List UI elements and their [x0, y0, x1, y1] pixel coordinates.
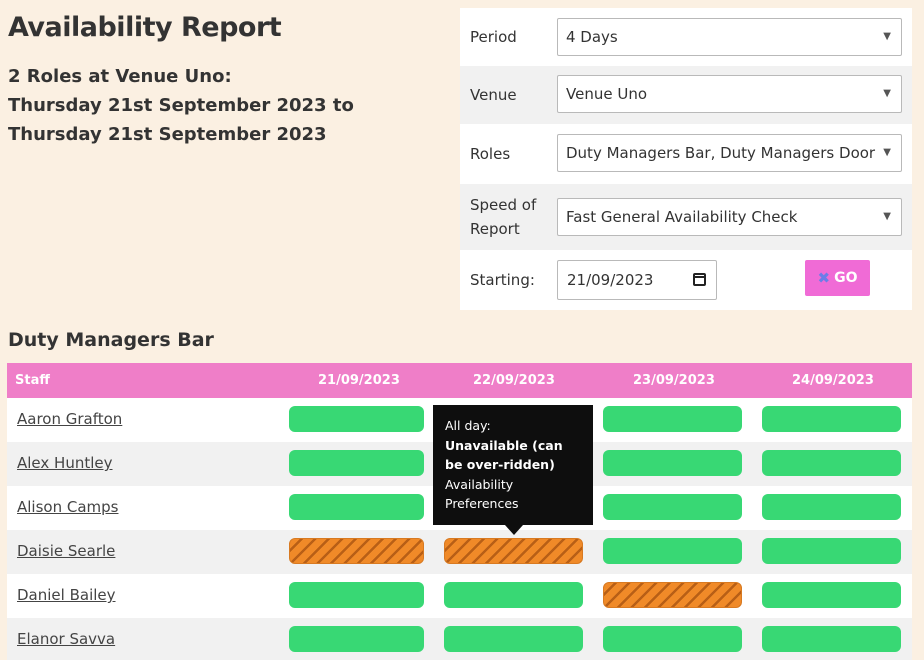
roles-select[interactable]: Duty Managers Bar, Duty Managers Door ▼ — [557, 134, 902, 172]
section-title: Duty Managers Bar — [8, 329, 214, 351]
go-label: GO — [834, 270, 858, 286]
staff-name-link[interactable]: Daniel Bailey — [17, 586, 116, 604]
venue-value: Venue Uno — [566, 85, 647, 103]
venue-label: Venue — [470, 86, 517, 104]
chevron-down-icon: ▼ — [883, 211, 891, 222]
available-cell[interactable] — [603, 538, 742, 564]
venue-select[interactable]: Venue Uno ▼ — [557, 75, 902, 113]
tooltip-line-1: All day: — [445, 418, 491, 433]
roles-value: Duty Managers Bar, Duty Managers Door — [566, 144, 876, 162]
period-label: Period — [470, 28, 517, 46]
available-cell[interactable] — [762, 494, 901, 520]
table-row: Daisie Searle — [7, 530, 912, 574]
available-cell[interactable] — [289, 582, 424, 608]
page-title: Availability Report — [8, 12, 282, 43]
starting-date-input[interactable]: 21/09/2023 — [557, 260, 717, 300]
availability-table: Staff 21/09/2023 22/09/2023 23/09/2023 2… — [7, 363, 912, 660]
starting-label: Starting: — [470, 271, 535, 289]
header-staff: Staff — [15, 373, 50, 388]
tooltip-line-2: Unavailable (can be over-ridden) — [445, 437, 563, 473]
available-cell[interactable] — [603, 494, 742, 520]
unavailable-cell[interactable] — [444, 538, 583, 564]
available-cell[interactable] — [289, 494, 424, 520]
header-date-1: 21/09/2023 — [318, 373, 400, 388]
speed-select[interactable]: Fast General Availability Check ▼ — [557, 198, 902, 236]
available-cell[interactable] — [603, 450, 742, 476]
available-cell[interactable] — [762, 538, 901, 564]
available-cell[interactable] — [762, 626, 901, 652]
available-cell[interactable] — [603, 626, 742, 652]
chevron-down-icon: ▼ — [883, 31, 891, 42]
speed-row: Speed of Report Fast General Availabilit… — [460, 184, 912, 250]
available-cell[interactable] — [762, 406, 901, 432]
header-date-2: 22/09/2023 — [473, 373, 555, 388]
subtitle-line-1: 2 Roles at Venue Uno: — [8, 66, 232, 87]
period-row: Period 4 Days ▼ — [460, 8, 912, 66]
speed-value: Fast General Availability Check — [566, 208, 798, 226]
calendar-icon[interactable] — [693, 273, 706, 286]
availability-tooltip: All day: Unavailable (can be over-ridden… — [433, 405, 593, 525]
table-header: Staff 21/09/2023 22/09/2023 23/09/2023 2… — [7, 363, 912, 398]
staff-name-link[interactable]: Daisie Searle — [17, 542, 116, 560]
available-cell[interactable] — [444, 582, 583, 608]
staff-name-link[interactable]: Aaron Grafton — [17, 410, 123, 428]
roles-row: Roles Duty Managers Bar, Duty Managers D… — [460, 124, 912, 184]
starting-date-value: 21/09/2023 — [567, 271, 654, 289]
report-form: Period 4 Days ▼ Venue Venue Uno ▼ Roles … — [460, 8, 912, 310]
unavailable-cell[interactable] — [289, 538, 424, 564]
table-body: Aaron Grafton Alex Huntley Alison Camps Dai… — [7, 398, 912, 660]
available-cell[interactable] — [289, 406, 424, 432]
header-date-3: 23/09/2023 — [633, 373, 715, 388]
chevron-down-icon: ▼ — [883, 88, 891, 99]
available-cell[interactable] — [603, 406, 742, 432]
header-date-4: 24/09/2023 — [792, 373, 874, 388]
chevron-down-icon: ▼ — [883, 147, 891, 158]
available-cell[interactable] — [444, 626, 583, 652]
report-subtitle: 2 Roles at Venue Uno: Thursday 21st Septe… — [8, 62, 448, 149]
go-icon: ✖ — [817, 269, 831, 287]
period-select[interactable]: 4 Days ▼ — [557, 18, 902, 56]
tooltip-arrow — [505, 525, 523, 535]
table-row: Elanor Savva — [7, 618, 912, 660]
speed-label: Speed of Report — [470, 196, 537, 238]
table-row: Daniel Bailey — [7, 574, 912, 618]
subtitle-line-2: Thursday 21st September 2023 to Thursday… — [8, 95, 354, 145]
tooltip-line-3: Availability Preferences — [445, 476, 519, 512]
staff-name-link[interactable]: Alex Huntley — [17, 454, 113, 472]
available-cell[interactable] — [289, 450, 424, 476]
period-value: 4 Days — [566, 28, 618, 46]
available-cell[interactable] — [762, 450, 901, 476]
unavailable-cell[interactable] — [603, 582, 742, 608]
venue-row: Venue Venue Uno ▼ — [460, 66, 912, 124]
available-cell[interactable] — [289, 626, 424, 652]
staff-name-link[interactable]: Alison Camps — [17, 498, 119, 516]
available-cell[interactable] — [762, 582, 901, 608]
roles-label: Roles — [470, 145, 511, 163]
go-button[interactable]: ✖ GO — [805, 260, 870, 296]
staff-name-link[interactable]: Elanor Savva — [17, 630, 116, 648]
